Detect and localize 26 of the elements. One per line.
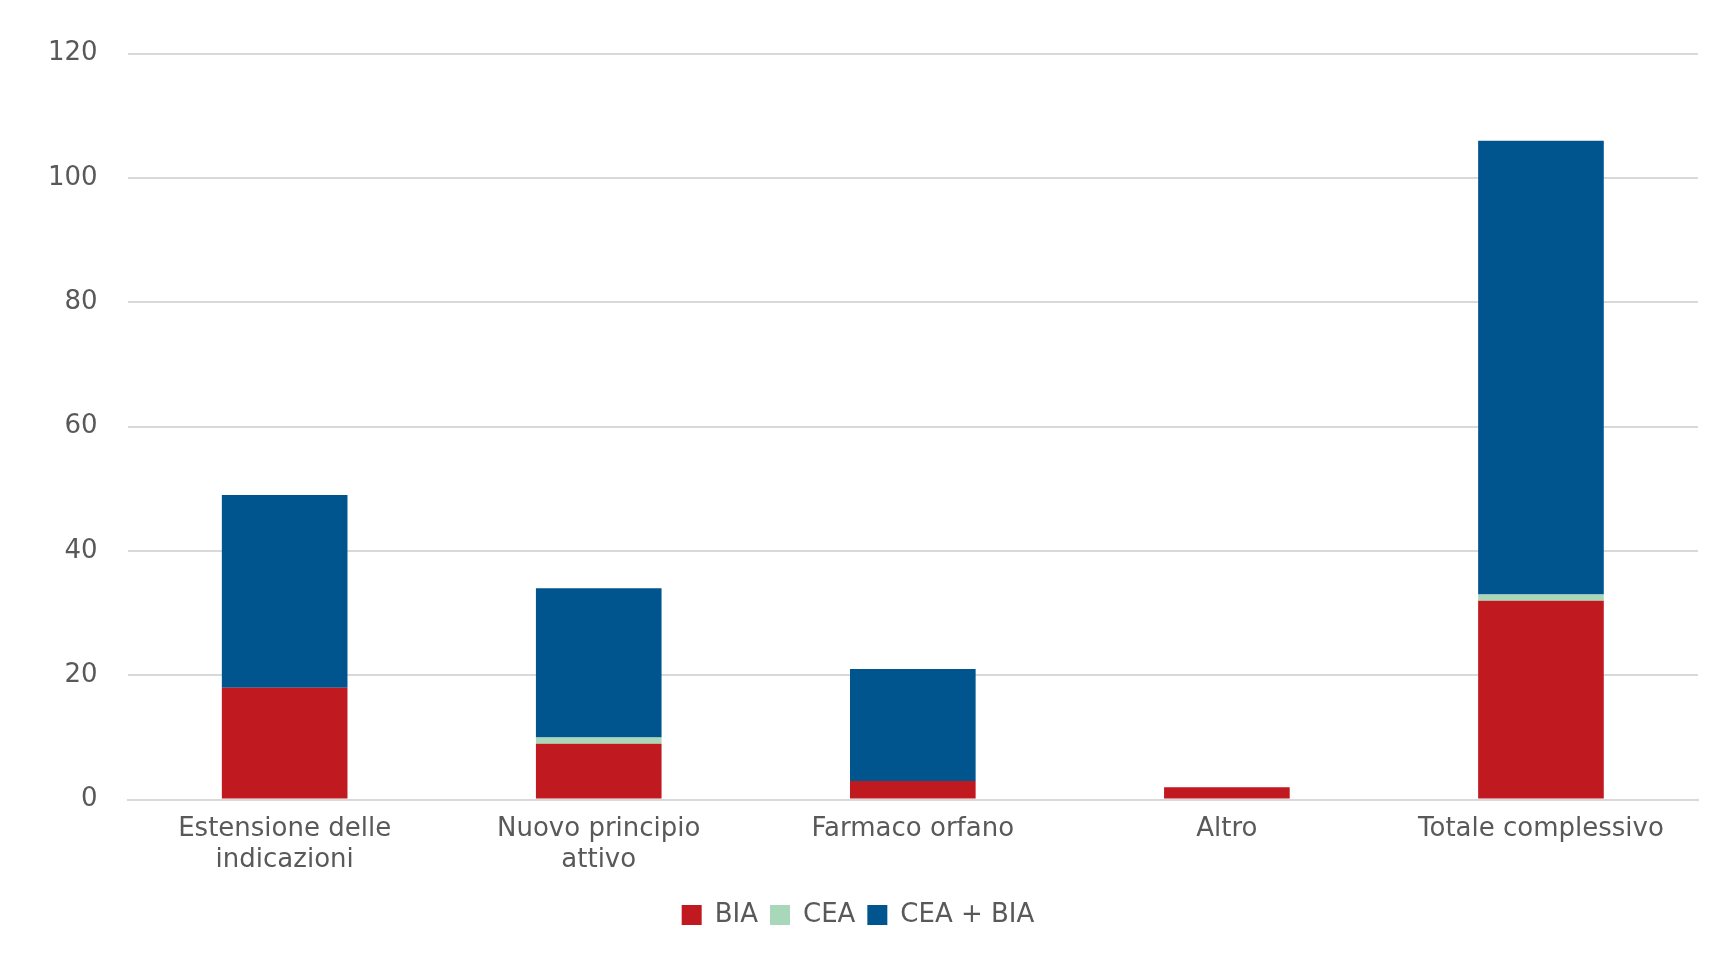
x-tick-label: Nuovo principio attivo <box>497 811 701 874</box>
bar <box>535 588 662 738</box>
bar <box>850 669 976 781</box>
bar <box>1478 600 1604 799</box>
legend-label: CEA <box>802 897 856 928</box>
y-tick-label: 100 <box>47 160 98 191</box>
legend-label: BIA <box>714 897 759 928</box>
bar <box>535 743 662 799</box>
bar <box>535 737 662 744</box>
x-tick-label: Farmaco orfano <box>811 811 1015 842</box>
y-tick-label: 120 <box>47 36 98 67</box>
y-tick-label: 0 <box>81 782 98 813</box>
y-tick-label: 40 <box>64 533 98 564</box>
y-tick-label: 80 <box>64 285 98 316</box>
x-tick-label: Totale complessivo <box>1417 811 1664 842</box>
bar <box>221 494 348 688</box>
bar <box>1478 140 1604 595</box>
y-tick-label: 20 <box>64 658 98 689</box>
bar <box>850 780 976 799</box>
bar <box>1478 594 1604 601</box>
x-tick-label: Estensione delle indicazioni <box>178 811 392 874</box>
x-tick-label: Altro <box>1196 811 1258 842</box>
y-tick-label: 60 <box>64 409 98 440</box>
bar <box>221 687 348 799</box>
bar <box>1164 787 1290 799</box>
legend-label: CEA + BIA <box>900 897 1035 928</box>
